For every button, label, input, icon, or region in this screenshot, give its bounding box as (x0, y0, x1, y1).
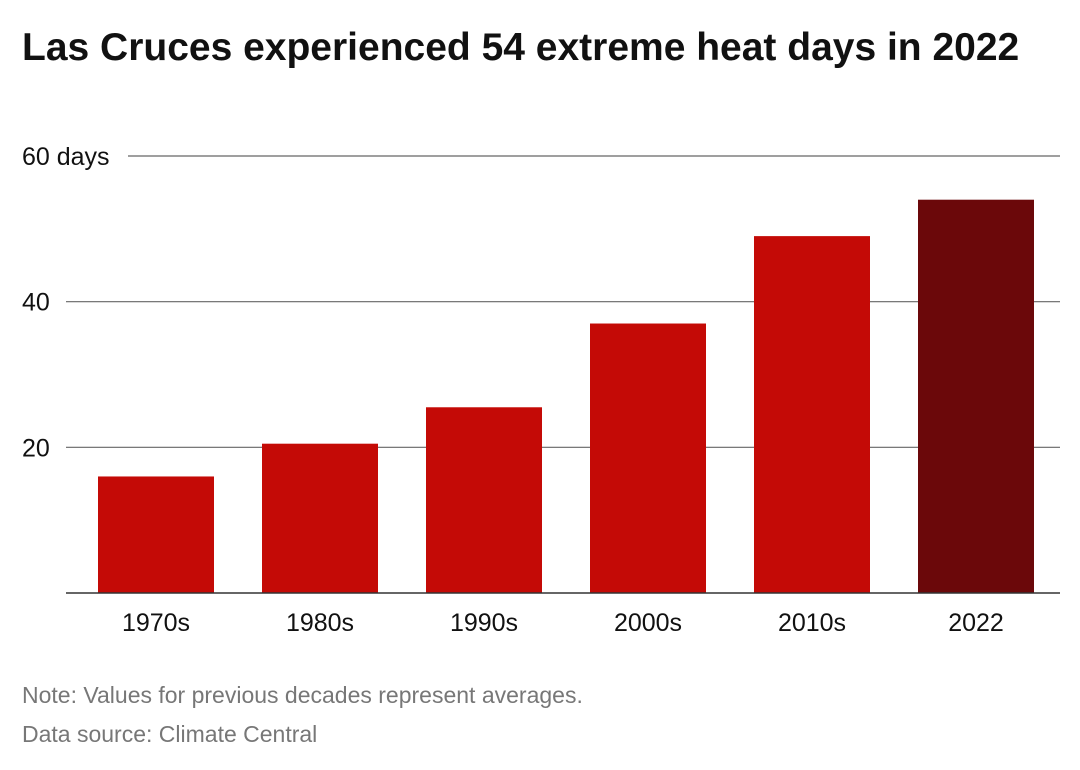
bar-1980s (262, 443, 378, 593)
x-tick-label: 2000s (614, 609, 682, 637)
bar-chart: 20 40 60 days 1970s 1980s 1990s 2000s 2010s 2022 (22, 143, 1060, 637)
x-tick-label: 2022 (948, 609, 1004, 637)
y-tick-label: 40 (22, 289, 50, 317)
x-tick-label: 2010s (778, 609, 846, 637)
x-tick-label: 1980s (286, 609, 354, 637)
data-source: Data source: Climate Central (22, 721, 318, 747)
bar-1990s (426, 407, 542, 593)
y-tick-label: 20 (22, 434, 50, 462)
chart-note: Note: Values for previous decades repres… (22, 682, 583, 708)
bar-2010s (754, 236, 870, 593)
x-tick-label: 1970s (122, 609, 190, 637)
x-tick-label: 1990s (450, 609, 518, 637)
bar-2000s (590, 323, 706, 593)
bar-1970s (98, 476, 214, 593)
bar-2022 (918, 199, 1034, 593)
chart-title: Las Cruces experienced 54 extreme heat d… (22, 26, 1020, 69)
y-tick-label: 60 days (22, 143, 110, 171)
